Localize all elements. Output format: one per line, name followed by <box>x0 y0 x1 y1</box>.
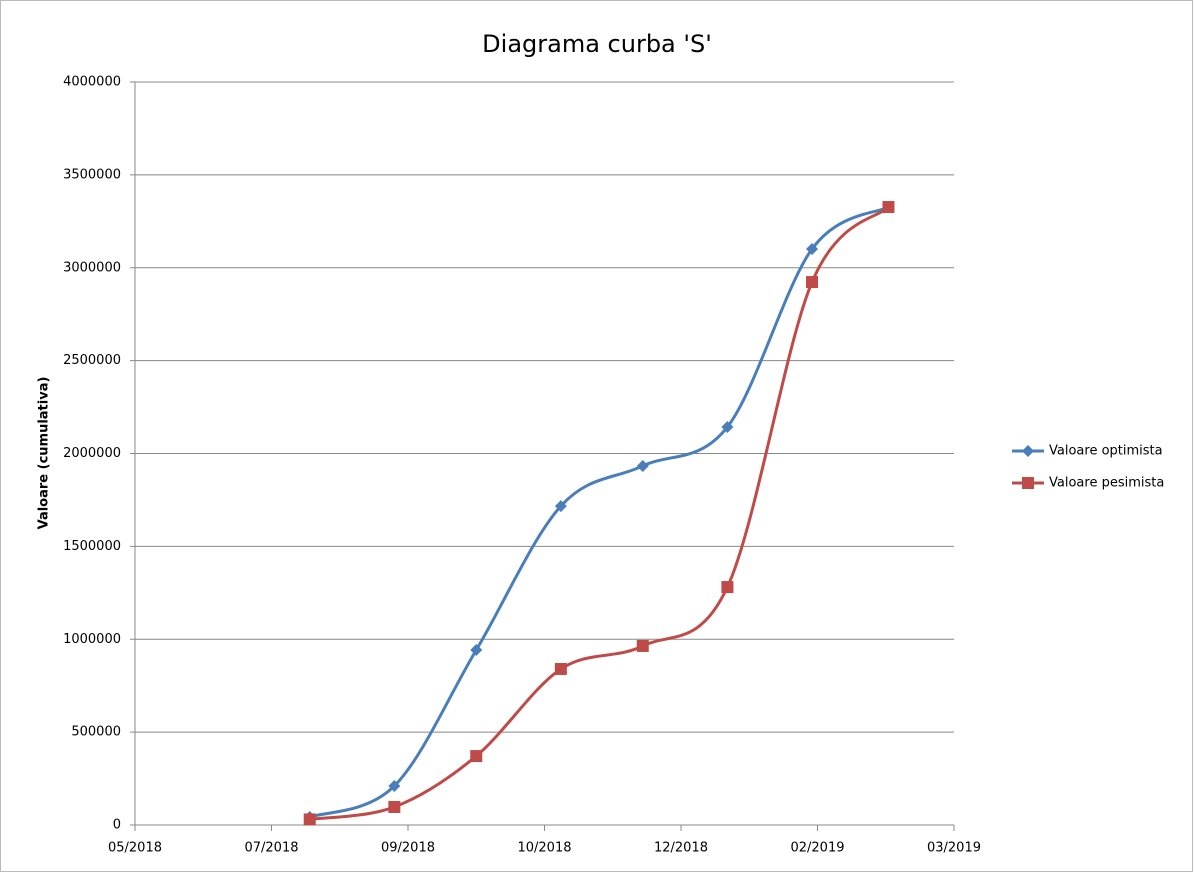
x-tick-label: 12/2018 <box>654 841 708 856</box>
marker <box>636 459 649 472</box>
x-tick-label: 05/2018 <box>108 841 162 856</box>
y-tick-label: 3500000 <box>63 167 121 182</box>
legend-label: Valoare optimista <box>1049 444 1163 459</box>
x-tick-label: 03/2019 <box>927 841 981 856</box>
marker <box>721 420 734 433</box>
marker <box>303 813 316 826</box>
y-tick-label: 3000000 <box>63 260 121 275</box>
x-tick-label: 10/2018 <box>517 841 571 856</box>
marker <box>1022 445 1034 457</box>
y-tick-label: 2500000 <box>63 353 121 368</box>
marker <box>806 276 819 289</box>
x-tick-label: 07/2018 <box>244 841 298 856</box>
marker <box>470 644 483 657</box>
marker <box>882 201 895 214</box>
marker <box>1022 477 1034 489</box>
marker <box>388 800 401 813</box>
marker <box>470 750 483 763</box>
y-tick-label: 4000000 <box>63 75 121 90</box>
y-tick-label: 2000000 <box>63 446 121 461</box>
marker <box>554 500 567 513</box>
legend-label: Valoare pesimista <box>1049 476 1164 491</box>
y-tick-label: 1000000 <box>63 632 121 647</box>
x-tick-label: 02/2019 <box>790 841 844 856</box>
y-tick-label: 0 <box>113 818 121 833</box>
marker <box>554 662 567 675</box>
y-tick-label: 1500000 <box>63 539 121 554</box>
marker <box>636 639 649 652</box>
y-tick-label: 500000 <box>71 725 121 740</box>
marker <box>388 779 401 792</box>
chart-title: Diagrama curba 'S' <box>482 30 712 58</box>
marker <box>806 242 819 255</box>
marker <box>721 581 734 594</box>
x-tick-label: 09/2018 <box>381 841 435 856</box>
series-line <box>309 205 890 819</box>
y-axis-label: Valoare (cumulativa) <box>37 377 52 530</box>
